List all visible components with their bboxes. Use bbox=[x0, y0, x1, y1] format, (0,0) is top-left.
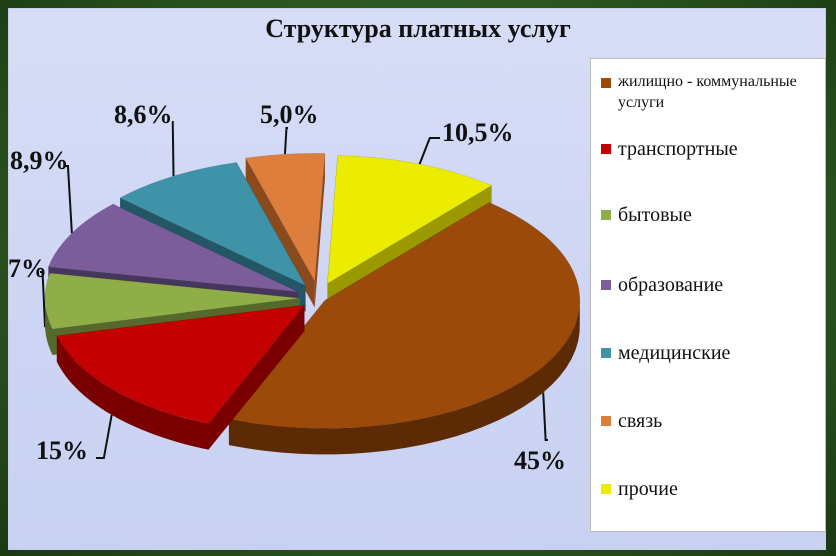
pie-slice-transport bbox=[56, 304, 306, 450]
legend-item-housing: жилищно - коммунальные услуги bbox=[601, 71, 821, 113]
legend-swatch bbox=[601, 484, 611, 494]
legend-label: связь bbox=[618, 410, 663, 432]
legend: жилищно - коммунальные услуги транспортн… bbox=[590, 58, 826, 532]
legend-item-other: прочие bbox=[601, 477, 678, 501]
legend-item-household: бытовые bbox=[601, 203, 692, 227]
chart-title: Структура платных услуг bbox=[265, 14, 571, 43]
legend-item-education: образование bbox=[601, 273, 723, 297]
pie-slice-housing bbox=[228, 202, 581, 455]
value-label-other: 10,5% bbox=[442, 118, 514, 147]
leader-line-household bbox=[40, 271, 47, 328]
legend-label: прочие bbox=[618, 478, 678, 500]
value-label-household: 7% bbox=[8, 254, 47, 283]
legend-label: жилищно - коммунальные услуги bbox=[618, 73, 797, 111]
leader-line-other bbox=[418, 137, 440, 165]
legend-swatch bbox=[601, 78, 611, 88]
value-label-housing: 45% bbox=[514, 446, 566, 475]
legend-label: образование bbox=[618, 274, 724, 296]
value-label-communication: 5,0% bbox=[260, 100, 319, 129]
leader-lines bbox=[40, 121, 548, 459]
legend-swatch bbox=[601, 280, 611, 290]
value-label-medical: 8,6% bbox=[114, 100, 173, 129]
legend-swatch bbox=[601, 348, 611, 358]
legend-label: транспортные bbox=[618, 138, 738, 160]
leader-line-transport bbox=[96, 414, 113, 459]
legend-label: медицинские bbox=[618, 342, 731, 364]
pie-slice-communication bbox=[245, 153, 326, 308]
pie-slices bbox=[44, 153, 581, 455]
leader-line-education bbox=[64, 165, 73, 234]
leader-line-housing bbox=[542, 392, 548, 441]
legend-item-medical: медицинские bbox=[601, 341, 730, 365]
value-label-transport: 15% bbox=[36, 436, 88, 465]
legend-label: бытовые bbox=[618, 204, 692, 226]
legend-item-transport: транспортные bbox=[601, 137, 738, 161]
value-label-education: 8,9% bbox=[10, 146, 69, 175]
legend-swatch bbox=[601, 144, 611, 154]
leader-line-medical bbox=[171, 121, 175, 177]
legend-item-communication: связь bbox=[601, 409, 662, 433]
legend-swatch bbox=[601, 416, 611, 426]
leader-line-communication bbox=[283, 127, 288, 155]
legend-swatch bbox=[601, 210, 611, 220]
